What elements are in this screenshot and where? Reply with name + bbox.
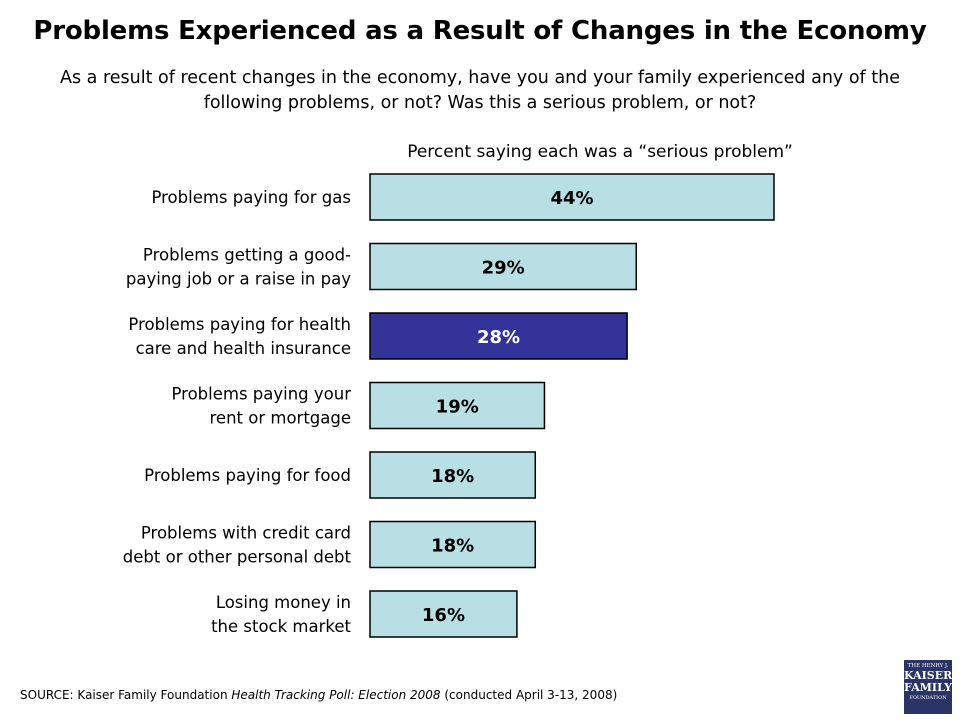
- source-publication: Health Tracking Poll: Election 2008: [231, 688, 441, 702]
- bar-5: [369, 520, 537, 569]
- category-label-5-line-1: debt or other personal debt: [123, 548, 352, 567]
- category-label-1-line-1: paying job or a raise in pay: [126, 270, 351, 289]
- category-label-2-line-0: Problems paying for health: [128, 315, 351, 334]
- bar-0: [369, 173, 775, 221]
- source-suffix: (conducted April 3-13, 2008): [444, 688, 618, 702]
- logo-line-2: KAISER: [904, 669, 953, 682]
- category-label-3-line-0: Problems paying your: [171, 385, 351, 404]
- chart-measure-label: Percent saying each was a “serious probl…: [407, 142, 793, 162]
- value-label-0: 44%: [550, 188, 593, 209]
- category-label-0-line-0: Problems paying for gas: [151, 188, 351, 207]
- category-label-5-line-0: Problems with credit card: [141, 524, 351, 543]
- category-label-6-line-1: the stock market: [211, 617, 351, 636]
- chart-subtitle: As a result of recent changes in the eco…: [60, 68, 900, 113]
- value-label-4: 18%: [431, 466, 474, 487]
- logo-line-3: FAMILY: [904, 681, 952, 694]
- value-label-1: 29%: [482, 258, 525, 279]
- logo-line-1: THE HENRY J.: [907, 663, 949, 669]
- bar-3: [369, 381, 546, 430]
- category-label-1-line-0: Problems getting a good-: [143, 246, 351, 265]
- category-label-3-line-1: rent or mortgage: [210, 409, 352, 428]
- category-label-2-line-1: care and health insurance: [136, 339, 351, 358]
- value-label-3: 19%: [436, 397, 479, 418]
- value-label-6: 16%: [422, 605, 465, 626]
- value-label-2: 28%: [477, 327, 520, 348]
- source-note: SOURCE: Kaiser Family Foundation Health …: [20, 688, 617, 702]
- bar-2: [369, 312, 628, 360]
- kff-logo: THE HENRY J. KAISER FAMILY FOUNDATION: [904, 660, 952, 714]
- bar-6: [369, 590, 518, 638]
- category-label-4-line-0: Problems paying for food: [144, 466, 351, 485]
- chart-title: Problems Experienced as a Result of Chan…: [33, 16, 927, 46]
- source-prefix: SOURCE: Kaiser Family Foundation: [20, 688, 228, 702]
- category-label-6-line-0: Losing money in: [216, 593, 351, 612]
- value-label-5: 18%: [431, 536, 474, 557]
- bar-4: [369, 451, 537, 499]
- bar-1: [369, 242, 638, 291]
- logo-line-4: FOUNDATION: [909, 695, 947, 701]
